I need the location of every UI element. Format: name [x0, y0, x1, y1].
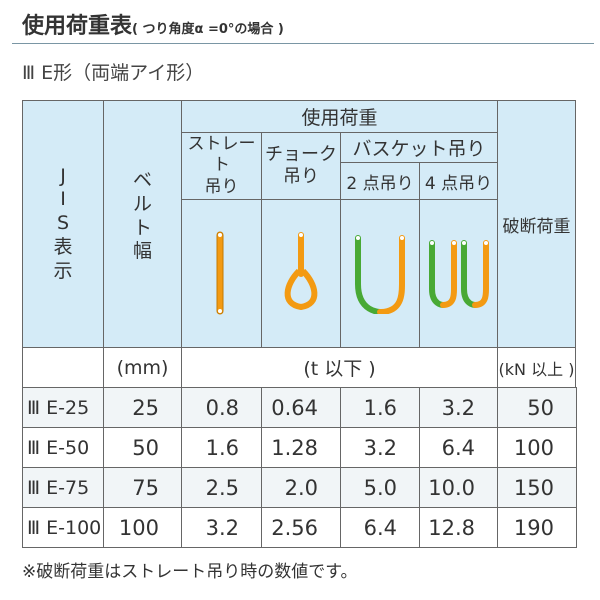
header-4point: 4 点吊り: [419, 162, 498, 200]
table-cell: 50: [497, 387, 577, 428]
belt-char: 幅: [132, 240, 152, 263]
header-working-load: 使用荷重: [181, 100, 498, 133]
page-title: 使用荷重表( つり角度α =0°の場合 ): [22, 8, 284, 40]
label: ストレート: [187, 134, 256, 176]
table-cell: 2.5: [181, 467, 262, 508]
jis-char: 表: [53, 235, 73, 258]
table-cell: 3.2: [340, 427, 420, 468]
jis-char: S: [56, 212, 70, 235]
header-belt-width: ベルト幅: [103, 100, 182, 348]
header-choke: チョーク 吊り: [261, 132, 341, 200]
table-cell: 3.2: [419, 387, 498, 428]
unit-break: (kN 以上 ): [497, 347, 576, 388]
units-empty: [22, 347, 104, 388]
basket-4point-icon: [419, 199, 498, 348]
title-text: 使用荷重表: [22, 14, 133, 39]
label: チョーク: [265, 143, 337, 165]
header-breaking-load: 破断荷重: [497, 100, 576, 348]
belt-char: ト: [132, 216, 152, 239]
belt-char: ル: [132, 192, 152, 215]
table-row-label: Ⅲ E-75: [22, 467, 104, 508]
straight-sling-icon: [181, 199, 262, 348]
table-cell: 0.8: [181, 387, 262, 428]
header-straight: ストレート 吊り: [181, 132, 262, 200]
jis-char: 示: [53, 259, 73, 282]
table-cell: 1.6: [181, 427, 262, 468]
table-row-label: Ⅲ E-100: [22, 507, 104, 548]
unit-load: (t 以下 ): [181, 347, 498, 388]
header-2point: 2 点吊り: [340, 162, 420, 200]
table-cell: 1.6: [340, 387, 420, 428]
label: 吊り: [204, 176, 239, 197]
table-cell: 150: [497, 467, 577, 508]
section-subtitle: Ⅲ E形（両端アイ形）: [22, 62, 205, 84]
basket-2point-icon: [340, 199, 420, 348]
table-cell: 75: [103, 467, 182, 508]
table-cell: 0.64: [261, 387, 341, 428]
table-row-label: Ⅲ E-50: [22, 427, 104, 468]
divider: [12, 43, 594, 44]
table-cell: 190: [497, 507, 577, 548]
table-cell: 6.4: [340, 507, 420, 548]
table-cell: 100: [497, 427, 577, 468]
table-cell: 3.2: [181, 507, 262, 548]
table-cell: 10.0: [419, 467, 498, 508]
table-row-label: Ⅲ E-25: [22, 387, 104, 428]
table-cell: 25: [103, 387, 182, 428]
table-cell: 50: [103, 427, 182, 468]
jis-char: I: [60, 188, 66, 211]
table-cell: 1.28: [261, 427, 341, 468]
table-cell: 2.56: [261, 507, 341, 548]
unit-belt: (mm): [103, 347, 182, 388]
footnote: ※破断荷重はストレート吊り時の数値です。: [22, 562, 358, 582]
table-cell: 6.4: [419, 427, 498, 468]
header-basket: バスケット吊り: [340, 132, 498, 163]
belt-char: ベ: [132, 169, 152, 191]
table-cell: 100: [103, 507, 182, 548]
table-cell: 2.0: [261, 467, 341, 508]
jis-char: J: [60, 164, 66, 187]
choke-sling-icon: [261, 199, 341, 348]
table-cell: 12.8: [419, 507, 498, 548]
table-cell: 5.0: [340, 467, 420, 508]
label: 吊り: [283, 166, 319, 187]
title-note: ( つり角度α =0°の場合 ): [132, 22, 284, 37]
